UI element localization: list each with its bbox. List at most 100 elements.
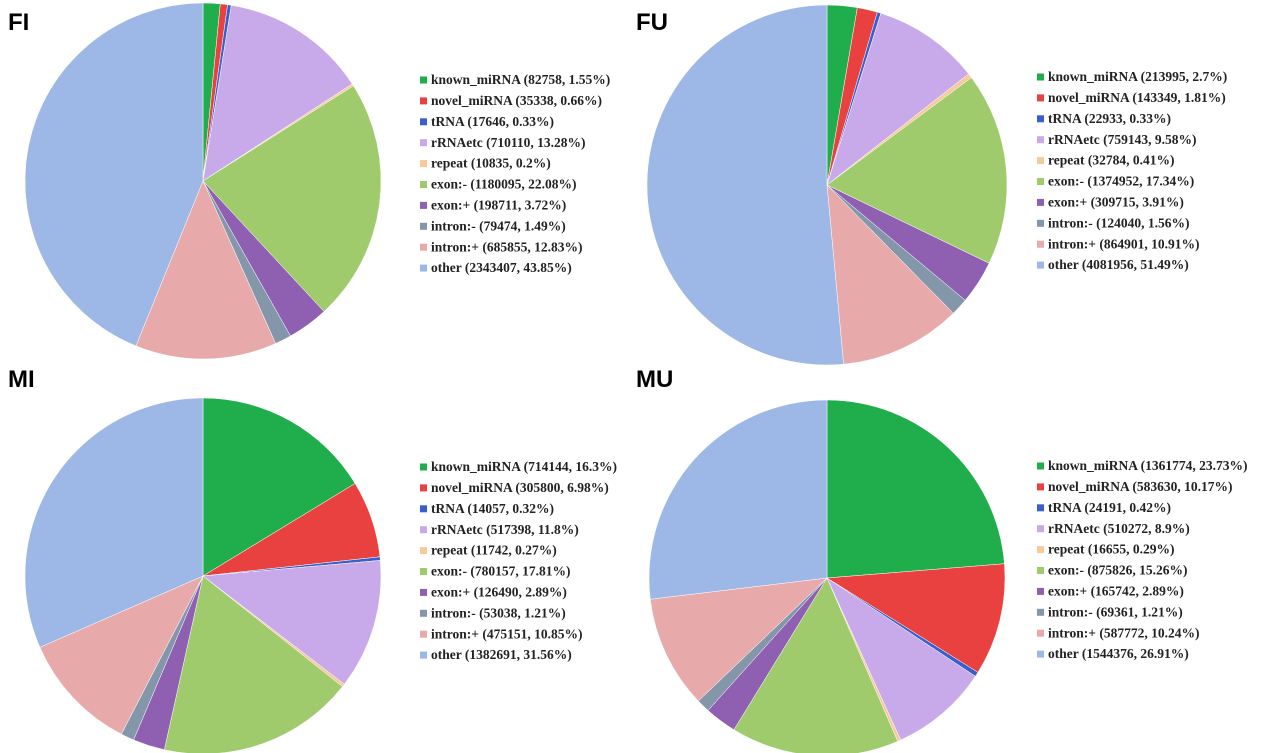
pie-slice (648, 399, 828, 600)
legend-label: tRNA (24191, 0.42%) (1048, 500, 1171, 515)
chart-title: FU (636, 9, 668, 36)
chart-title: MI (8, 366, 35, 393)
legend-label: other (1382691, 31.56%) (431, 647, 572, 662)
legend-swatch (1037, 198, 1044, 206)
legend-swatch (420, 264, 427, 272)
legend-label: intron:- (79474, 1.49%) (431, 218, 566, 233)
legend-label: tRNA (14057, 0.32%) (431, 501, 554, 516)
legend-swatch (1037, 567, 1044, 574)
legend-swatch (420, 630, 427, 638)
legend-label: intron:- (124040, 1.56%) (1048, 215, 1190, 230)
legend-label: novel_miRNA (35338, 0.66%) (431, 93, 602, 108)
legend-label: known_miRNA (1361774, 23.73%) (1048, 458, 1248, 473)
legend-label: intron:+ (475151, 10.85%) (431, 626, 582, 641)
legend-label: exon:- (875826, 15.26%) (1048, 563, 1187, 578)
pie-slice (733, 577, 899, 753)
legend-label: other (1544376, 26.91%) (1048, 646, 1189, 661)
legend-swatch (420, 118, 427, 126)
legend-label: other (2343407, 43.85%) (431, 260, 572, 275)
pie-slice (202, 4, 353, 182)
legend-swatch (1037, 525, 1044, 533)
legend-swatch (1037, 157, 1044, 165)
legend-swatch (1037, 178, 1044, 185)
legend-swatch (420, 243, 427, 251)
legend-swatch (420, 160, 427, 168)
legend-swatch (1037, 629, 1044, 637)
pie-slice (826, 12, 969, 186)
legend-swatch (420, 505, 427, 513)
pie-slice (649, 577, 828, 702)
legend-label: exon:- (1180095, 22.08%) (431, 177, 577, 192)
legend-swatch (420, 201, 427, 209)
pie-slice (826, 184, 954, 365)
legend-label: novel_miRNA (143349, 1.81%) (1048, 90, 1226, 105)
legend-swatch (1037, 587, 1044, 595)
legend-swatch (1037, 94, 1044, 102)
legend-swatch (1037, 483, 1044, 491)
legend-swatch (420, 484, 427, 492)
legend-label: known_miRNA (714144, 16.3%) (431, 459, 617, 474)
legend-label: exon:- (780157, 17.81%) (431, 564, 570, 579)
legend-swatch (1037, 219, 1044, 227)
pie-slice (202, 560, 382, 685)
legend-label: novel_miRNA (583630, 10.17%) (1048, 479, 1233, 494)
legend-swatch (420, 568, 427, 575)
legend-label: exon:- (1374952, 17.34%) (1048, 174, 1194, 189)
legend-label: repeat (11742, 0.27%) (431, 543, 557, 558)
legend-swatch (420, 651, 427, 659)
legend-swatch (420, 76, 427, 84)
legend-label: exon:+ (165742, 2.89%) (1048, 583, 1184, 598)
legend-label: other (4081956, 51.49%) (1048, 257, 1189, 272)
pie-slice (39, 575, 204, 735)
legend-swatch (420, 139, 427, 147)
legend-label: intron:+ (685855, 12.83%) (431, 239, 582, 254)
legend-label: rRNAetc (710110, 13.28%) (431, 135, 585, 150)
pie-slice (202, 397, 356, 577)
legend-swatch (420, 222, 427, 230)
legend-swatch (420, 609, 427, 617)
legend-label: repeat (16655, 0.29%) (1048, 542, 1174, 557)
legend-swatch (420, 526, 427, 534)
pie-slice (202, 85, 382, 312)
pie-slice (24, 397, 204, 648)
legend-swatch (1037, 136, 1044, 144)
legend-label: intron:- (53038, 1.21%) (431, 605, 566, 620)
legend-swatch (1037, 240, 1044, 248)
legend-swatch (1037, 73, 1044, 81)
pie-slice (826, 77, 1008, 264)
legend-label: novel_miRNA (305800, 6.98%) (431, 480, 609, 495)
legend-label: known_miRNA (82758, 1.55%) (431, 72, 610, 87)
legend-swatch (420, 463, 427, 471)
chart-title: MU (636, 366, 673, 393)
legend-label: intron:+ (864901, 10.91%) (1048, 236, 1199, 251)
pie-slice (826, 563, 1006, 673)
legend-swatch (1037, 504, 1044, 512)
legend-swatch (1037, 546, 1044, 554)
legend-swatch (420, 547, 427, 555)
legend-swatch (420, 97, 427, 105)
legend-swatch (1037, 608, 1044, 616)
legend-swatch (1037, 650, 1044, 658)
legend-label: intron:- (69361, 1.21%) (1048, 604, 1183, 619)
legend-swatch (1037, 462, 1044, 470)
legend-swatch (420, 181, 427, 188)
legend-label: exon:+ (126490, 2.89%) (431, 584, 567, 599)
legend-label: rRNAetc (759143, 9.58%) (1048, 132, 1196, 147)
legend-swatch (1037, 261, 1044, 269)
legend-label: tRNA (17646, 0.33%) (431, 114, 554, 129)
legend-label: known_miRNA (213995, 2.7%) (1048, 69, 1227, 84)
legend-swatch (420, 588, 427, 596)
pie-slice (826, 577, 976, 741)
legend-label: intron:+ (587772, 10.24%) (1048, 625, 1199, 640)
legend-label: rRNAetc (517398, 11.8%) (431, 522, 579, 537)
legend-label: repeat (10835, 0.2%) (431, 156, 551, 171)
pie-slice (646, 4, 844, 366)
chart-title: FI (8, 9, 29, 36)
legend-label: rRNAetc (510272, 8.9%) (1048, 521, 1190, 536)
pie-slice (826, 399, 1005, 579)
legend-swatch (1037, 115, 1044, 123)
legend-label: exon:+ (198711, 3.72%) (431, 197, 566, 212)
legend-label: repeat (32784, 0.41%) (1048, 153, 1174, 168)
legend-label: exon:+ (309715, 3.91%) (1048, 194, 1184, 209)
